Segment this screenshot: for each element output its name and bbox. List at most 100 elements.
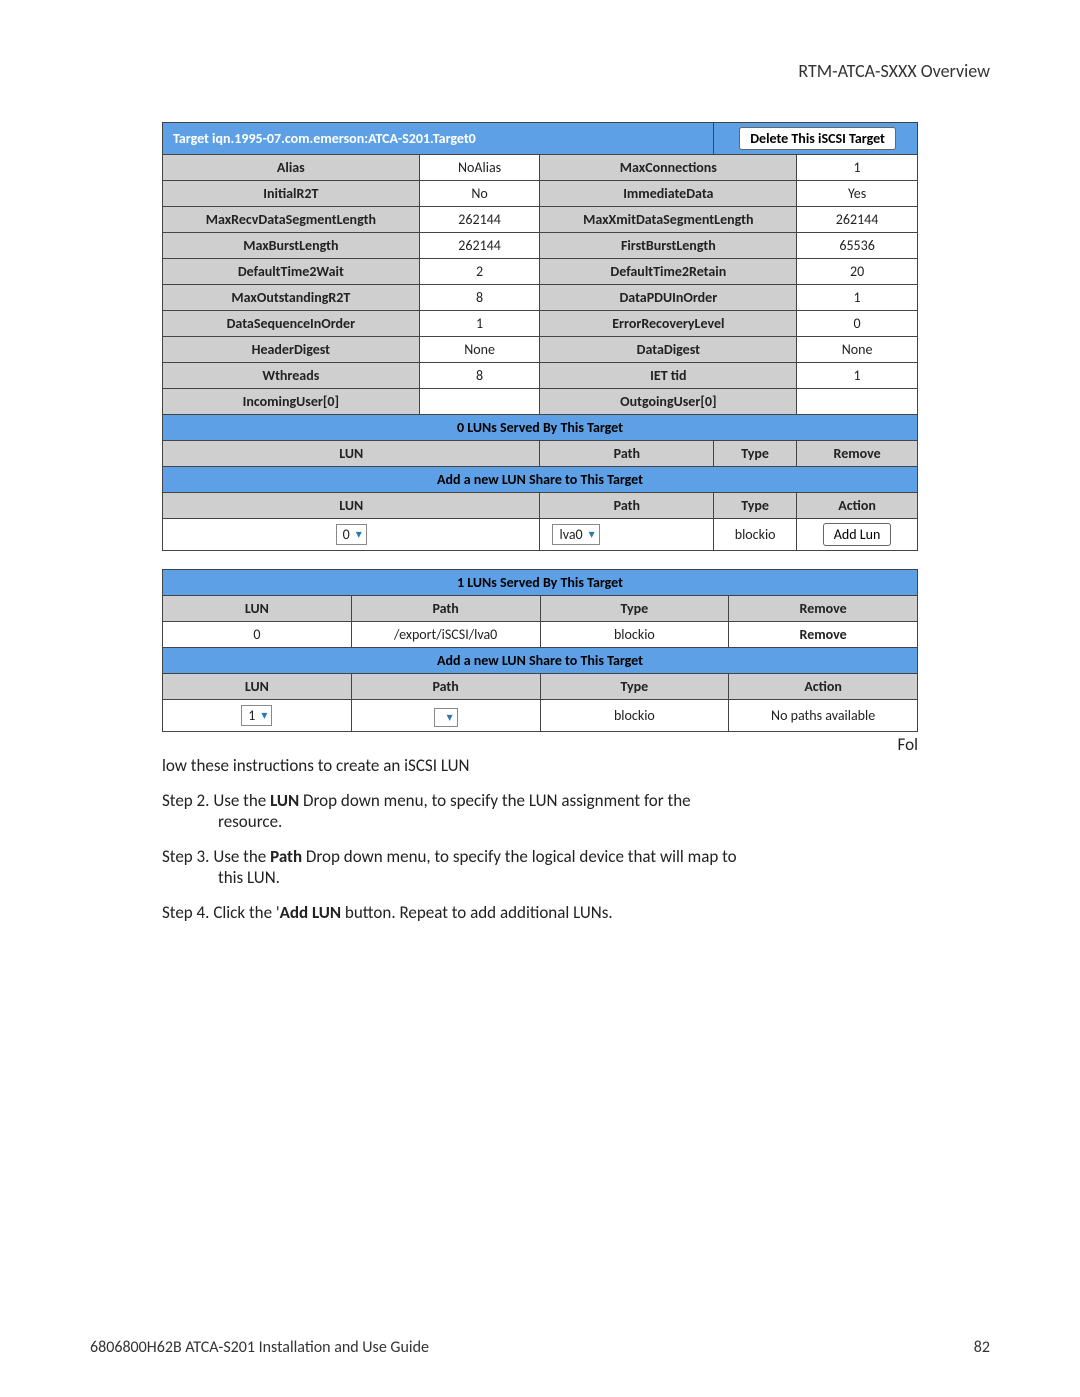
target-title-cell: Target iqn.1995-07.com.emerson:ATCA-S201… bbox=[163, 123, 714, 155]
path-select[interactable]: lva0 ▾ bbox=[552, 524, 599, 545]
step3-lead: Step 3. bbox=[162, 846, 209, 867]
t2-add-row-action: No paths available bbox=[729, 700, 918, 732]
t2-lun-select-value: 1 bbox=[248, 707, 255, 724]
chevron-down-icon: ▾ bbox=[261, 708, 267, 723]
fol-fragment: Fol bbox=[162, 734, 918, 755]
col-remove: Remove bbox=[797, 441, 918, 467]
param-cell: Wthreads bbox=[163, 363, 420, 389]
param-cell: 65536 bbox=[797, 233, 918, 259]
iscsi-target-table: Target iqn.1995-07.com.emerson:ATCA-S201… bbox=[162, 122, 918, 551]
param-cell: 0 bbox=[797, 311, 918, 337]
param-cell: 1 bbox=[797, 155, 918, 181]
intro-line: low these instructions to create an iSCS… bbox=[162, 755, 918, 776]
footer-left: 6806800H62B ATCA-S201 Installation and U… bbox=[90, 1338, 429, 1357]
delete-target-button[interactable]: Delete This iSCSI Target bbox=[739, 127, 896, 150]
t2-add-row-type: blockio bbox=[540, 700, 729, 732]
page-footer: 6806800H62B ATCA-S201 Installation and U… bbox=[90, 1338, 990, 1357]
path-select-value: lva0 bbox=[559, 526, 582, 543]
col-lun: LUN bbox=[163, 441, 540, 467]
param-cell: OutgoingUser[0] bbox=[540, 389, 797, 415]
target-title: Target iqn.1995-07.com.emerson:ATCA-S201… bbox=[173, 130, 476, 147]
param-cell: MaxOutstandingR2T bbox=[163, 285, 420, 311]
param-cell: MaxXmitDataSegmentLength bbox=[540, 207, 797, 233]
chevron-down-icon: ▾ bbox=[356, 527, 362, 542]
param-cell: DefaultTime2Retain bbox=[540, 259, 797, 285]
t2-add-col-path: Path bbox=[351, 674, 540, 700]
step-2: Step 2. Use the LUN Drop down menu, to s… bbox=[162, 790, 918, 832]
param-cell: DataDigest bbox=[540, 337, 797, 363]
step4-bold: Add LUN bbox=[280, 902, 341, 923]
param-cell: Yes bbox=[797, 181, 918, 207]
col-type: Type bbox=[714, 441, 797, 467]
step4-lead: Step 4. bbox=[162, 902, 209, 923]
param-cell bbox=[797, 389, 918, 415]
param-cell bbox=[419, 389, 540, 415]
param-cell: MaxBurstLength bbox=[163, 233, 420, 259]
luns-served-table: 1 LUNs Served By This Target LUN Path Ty… bbox=[162, 569, 918, 732]
t2-row-path: /export/iSCSI/lva0 bbox=[351, 622, 540, 648]
param-cell: 8 bbox=[419, 285, 540, 311]
t2-lun-select[interactable]: 1 ▾ bbox=[241, 705, 272, 726]
col-path: Path bbox=[540, 441, 714, 467]
step2-lead: Step 2. bbox=[162, 790, 209, 811]
param-cell: MaxRecvDataSegmentLength bbox=[163, 207, 420, 233]
t2-col-lun: LUN bbox=[163, 596, 352, 622]
param-cell: 8 bbox=[419, 363, 540, 389]
step2-bold: LUN bbox=[270, 790, 299, 811]
step3-text-b: Drop down menu, to specify the logical d… bbox=[302, 846, 737, 867]
served-header: 0 LUNs Served By This Target bbox=[163, 415, 918, 441]
param-cell: None bbox=[419, 337, 540, 363]
add-col-path: Path bbox=[540, 493, 714, 519]
param-cell: DataSequenceInOrder bbox=[163, 311, 420, 337]
t2-col-remove: Remove bbox=[729, 596, 918, 622]
param-cell: 2 bbox=[419, 259, 540, 285]
footer-page-number: 82 bbox=[974, 1338, 990, 1357]
param-cell: FirstBurstLength bbox=[540, 233, 797, 259]
step4-text-a: Click the ' bbox=[213, 902, 279, 923]
t2-row-lun: 0 bbox=[163, 622, 352, 648]
param-cell: DefaultTime2Wait bbox=[163, 259, 420, 285]
param-cell: 262144 bbox=[797, 207, 918, 233]
t2-row-type: blockio bbox=[540, 622, 729, 648]
param-cell: ImmediateData bbox=[540, 181, 797, 207]
param-cell: IET tid bbox=[540, 363, 797, 389]
param-cell: ErrorRecoveryLevel bbox=[540, 311, 797, 337]
step2-text-b: Drop down menu, to specify the LUN assig… bbox=[299, 790, 690, 811]
param-cell: No bbox=[419, 181, 540, 207]
param-cell: IncomingUser[0] bbox=[163, 389, 420, 415]
t2-col-path: Path bbox=[351, 596, 540, 622]
chevron-down-icon: ▾ bbox=[447, 710, 453, 725]
t2-col-type: Type bbox=[540, 596, 729, 622]
param-cell: 1 bbox=[797, 363, 918, 389]
remove-lun-link[interactable]: Remove bbox=[729, 622, 918, 648]
step3-text-a: Use the bbox=[213, 846, 270, 867]
param-cell: None bbox=[797, 337, 918, 363]
param-cell: HeaderDigest bbox=[163, 337, 420, 363]
param-cell: NoAlias bbox=[419, 155, 540, 181]
param-cell: MaxConnections bbox=[540, 155, 797, 181]
step2-text-a: Use the bbox=[213, 790, 270, 811]
add-col-action: Action bbox=[797, 493, 918, 519]
step-3: Step 3. Use the Path Drop down menu, to … bbox=[162, 846, 918, 888]
param-cell: Alias bbox=[163, 155, 420, 181]
param-cell: InitialR2T bbox=[163, 181, 420, 207]
param-cell: DataPDUInOrder bbox=[540, 285, 797, 311]
lun-select[interactable]: 0 ▾ bbox=[336, 524, 367, 545]
t2-add-col-action: Action bbox=[729, 674, 918, 700]
step3-text-c: this LUN. bbox=[162, 867, 918, 888]
add-lun-header: Add a new LUN Share to This Target bbox=[163, 467, 918, 493]
param-cell: 1 bbox=[419, 311, 540, 337]
t2-add-col-lun: LUN bbox=[163, 674, 352, 700]
page-header: RTM-ATCA-SXXX Overview bbox=[90, 60, 990, 82]
add-row-type: blockio bbox=[714, 519, 797, 551]
t2-add-header: Add a new LUN Share to This Target bbox=[163, 648, 918, 674]
step3-bold: Path bbox=[270, 846, 302, 867]
served2-header: 1 LUNs Served By This Target bbox=[163, 570, 918, 596]
t2-path-select[interactable]: ▾ bbox=[434, 708, 458, 727]
lun-select-value: 0 bbox=[343, 526, 350, 543]
add-col-lun: LUN bbox=[163, 493, 540, 519]
param-cell: 262144 bbox=[419, 207, 540, 233]
param-cell: 1 bbox=[797, 285, 918, 311]
add-lun-button[interactable]: Add Lun bbox=[823, 523, 892, 546]
step4-text-b: button. Repeat to add additional LUNs. bbox=[341, 902, 613, 923]
